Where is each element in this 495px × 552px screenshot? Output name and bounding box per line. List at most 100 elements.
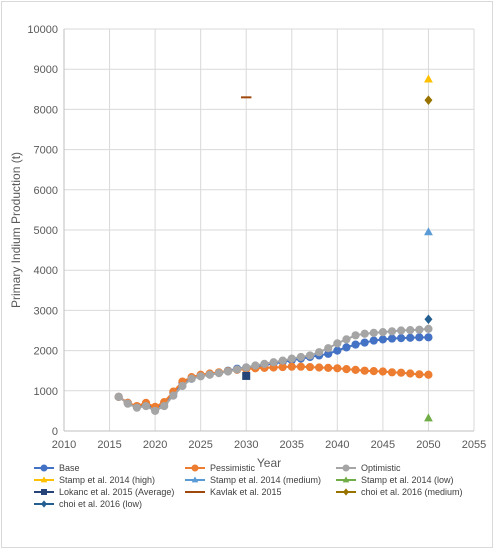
data-point bbox=[223, 367, 233, 376]
series-7 bbox=[242, 371, 251, 380]
data-point bbox=[424, 370, 433, 379]
legend-label: Kavlak et al. 2015 bbox=[210, 487, 282, 497]
x-axis-title: Year bbox=[257, 456, 281, 470]
x-tick-label: 2050 bbox=[416, 439, 440, 451]
data-point bbox=[305, 351, 315, 360]
x-tick-label: 2040 bbox=[325, 439, 349, 451]
legend-marker bbox=[191, 476, 199, 483]
y-tick-labels: 0 1000 2000 3000 4000 5000 6000 7000 8000 9000 100… bbox=[27, 24, 58, 438]
line-chart: 0 1000 2000 3000 4000 5000 6000 7000 8000 9000 100… bbox=[9, 24, 486, 509]
data-point bbox=[351, 365, 360, 374]
data-point bbox=[233, 365, 242, 374]
legend-marker bbox=[342, 476, 350, 483]
data-point bbox=[424, 227, 433, 236]
y-tick-label: 5000 bbox=[34, 225, 58, 237]
legend-item: Stamp et al. 2014 (high) bbox=[34, 475, 155, 485]
legend-marker bbox=[191, 464, 199, 472]
data-point bbox=[214, 369, 223, 378]
legend-item: Optimistic bbox=[336, 463, 401, 473]
legend-label: Stamp et al. 2014 (high) bbox=[59, 475, 155, 485]
x-tick-label: 2030 bbox=[234, 439, 258, 451]
series-3 bbox=[114, 324, 433, 415]
legend-label: choi et al. 2016 (medium) bbox=[361, 487, 463, 497]
data-point bbox=[406, 325, 415, 335]
legend-item: choi et al. 2016 (low) bbox=[34, 499, 142, 509]
y-tick-label: 0 bbox=[52, 426, 58, 438]
data-point bbox=[296, 362, 305, 371]
data-point bbox=[369, 336, 378, 345]
legend-item: choi et al. 2016 (medium) bbox=[336, 487, 463, 497]
x-tick-label: 2010 bbox=[52, 439, 76, 451]
x-tick-label: 2020 bbox=[143, 439, 167, 451]
data-point bbox=[351, 340, 360, 349]
data-point bbox=[196, 372, 205, 381]
data-point bbox=[406, 333, 415, 342]
data-point bbox=[424, 324, 433, 333]
legend-item: Stamp et al. 2014 (medium) bbox=[185, 475, 321, 485]
data-point bbox=[114, 392, 123, 401]
data-point bbox=[269, 358, 278, 367]
data-point bbox=[424, 413, 433, 422]
y-tick-label: 2000 bbox=[34, 346, 58, 358]
data-point bbox=[305, 362, 315, 372]
data-point bbox=[260, 359, 269, 368]
legend-item: Base bbox=[34, 463, 80, 473]
data-point bbox=[242, 363, 251, 372]
series-4 bbox=[424, 74, 433, 83]
data-point bbox=[296, 352, 305, 362]
series-layer bbox=[114, 74, 433, 422]
data-point bbox=[333, 339, 342, 348]
legend-label: Lokanc et al. 2015 (Average) bbox=[59, 487, 174, 497]
data-point bbox=[378, 328, 387, 337]
data-point bbox=[424, 314, 433, 325]
data-point bbox=[415, 325, 424, 334]
series-10 bbox=[424, 314, 433, 325]
legend-label: choi et al. 2016 (low) bbox=[59, 499, 142, 509]
data-point bbox=[369, 328, 378, 338]
data-point bbox=[160, 401, 169, 411]
data-point bbox=[378, 367, 387, 376]
y-tick-label: 3000 bbox=[34, 305, 58, 317]
x-tick-label: 2015 bbox=[97, 439, 121, 451]
y-tick-label: 10000 bbox=[27, 24, 58, 36]
data-point bbox=[424, 95, 433, 105]
legend-item: Lokanc et al. 2015 (Average) bbox=[34, 487, 174, 497]
data-point bbox=[342, 343, 351, 352]
y-tick-label: 9000 bbox=[34, 64, 58, 76]
legend-item: Kavlak et al. 2015 bbox=[185, 487, 282, 497]
legend-marker bbox=[41, 500, 47, 508]
data-point bbox=[369, 367, 378, 376]
data-point bbox=[360, 338, 369, 347]
y-axis-title: Primary Indium Production (t) bbox=[9, 152, 23, 308]
data-point bbox=[132, 403, 141, 412]
y-tick-label: 4000 bbox=[34, 265, 58, 277]
data-point bbox=[387, 334, 397, 343]
y-tick-label: 1000 bbox=[34, 386, 58, 398]
data-point bbox=[324, 344, 333, 353]
legend-marker bbox=[342, 464, 350, 472]
data-point bbox=[360, 329, 369, 338]
data-point bbox=[169, 391, 178, 400]
series-5 bbox=[424, 227, 433, 236]
data-point bbox=[342, 364, 351, 374]
axes bbox=[63, 29, 474, 432]
data-point bbox=[406, 369, 415, 378]
legend-marker bbox=[40, 476, 48, 483]
data-point bbox=[141, 401, 151, 411]
data-point bbox=[178, 381, 187, 391]
data-point bbox=[360, 366, 369, 375]
data-point bbox=[351, 331, 360, 340]
y-tick-label: 7000 bbox=[34, 145, 58, 157]
data-point bbox=[415, 333, 424, 342]
x-tick-label: 2055 bbox=[462, 439, 486, 451]
data-point bbox=[315, 363, 324, 372]
data-point bbox=[287, 354, 296, 363]
legend-marker bbox=[41, 489, 47, 495]
legend-label: Base bbox=[59, 463, 80, 473]
data-point bbox=[378, 335, 387, 344]
legend-marker bbox=[343, 488, 349, 496]
data-point bbox=[278, 356, 287, 365]
data-point bbox=[251, 361, 260, 370]
data-point bbox=[397, 326, 406, 335]
